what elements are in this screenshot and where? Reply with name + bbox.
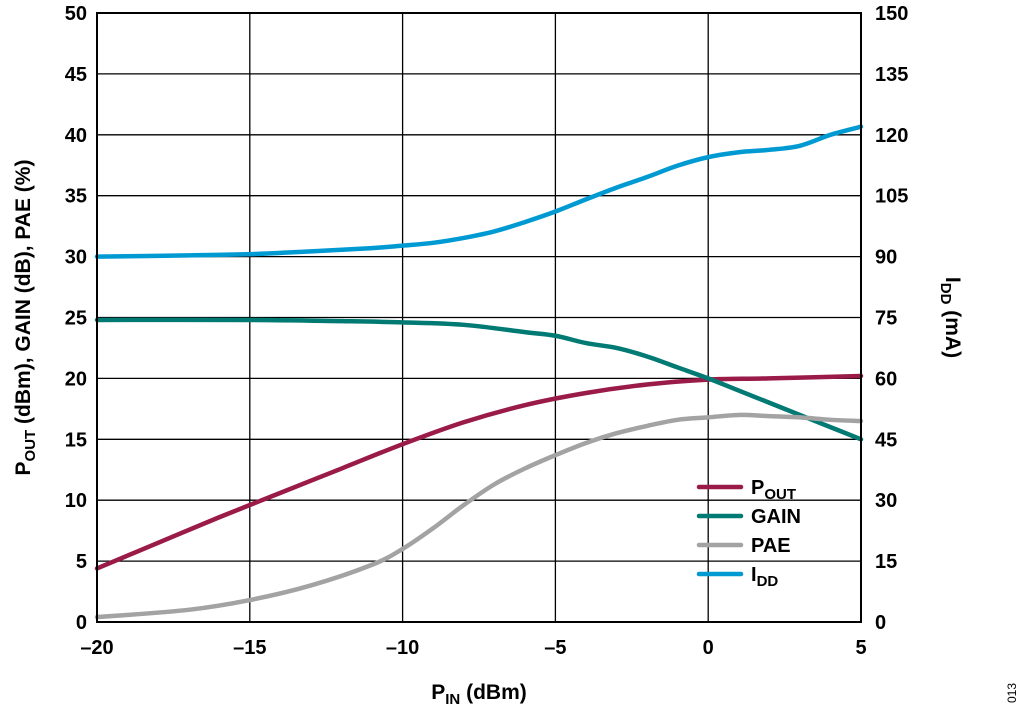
y-left-tick-label: 25	[65, 308, 87, 330]
x-tick-label: –20	[80, 637, 113, 659]
y-left-tick-label: 5	[76, 551, 87, 573]
y-right-tick-label: 30	[875, 490, 897, 512]
plot-frame	[96, 12, 862, 623]
x-tick-label: 0	[703, 637, 714, 659]
x-tick-label: –15	[233, 637, 266, 659]
y-right-tick-label: 15	[875, 551, 897, 573]
legend: POUT GAIN PAE IDD	[696, 477, 801, 590]
y-right-tick-labels: 0 15 30 45 60 75 90 105 120 135 150	[875, 3, 908, 634]
y-left-tick-label: 10	[65, 490, 87, 512]
series-lines	[94, 124, 864, 620]
y-right-tick-label: 150	[875, 3, 908, 25]
y-right-tick-label: 120	[875, 125, 908, 147]
series-line-gain	[94, 317, 864, 442]
y-right-tick-label: 135	[875, 64, 908, 86]
series-line-pout	[94, 373, 864, 571]
y-left-tick-label: 45	[65, 64, 87, 86]
y-right-tick-label: 45	[875, 429, 897, 451]
x-tick-label: –10	[386, 637, 419, 659]
legend-label-gain: GAIN	[751, 506, 801, 528]
legend-label-pae: PAE	[751, 535, 791, 557]
y-left-tick-label: 40	[65, 125, 87, 147]
x-tick-label: –5	[544, 637, 566, 659]
legend-label-pout: POUT	[751, 477, 796, 503]
y-right-tick-label: 60	[875, 368, 897, 390]
series-line-idd	[94, 124, 864, 259]
y-left-tick-label: 35	[65, 186, 87, 208]
y-right-tick-label: 0	[875, 612, 886, 634]
y-right-tick-label: 75	[875, 308, 897, 330]
y-right-tick-label: 90	[875, 247, 897, 269]
y-right-tick-label: 105	[875, 186, 908, 208]
y-right-axis-label: IDD (mA)	[937, 277, 964, 358]
legend-label-idd: IDD	[751, 564, 778, 590]
y-left-tick-labels: 0 5 10 15 20 25 30 35 40 45 50	[65, 3, 87, 634]
y-left-tick-label: 20	[65, 368, 87, 390]
y-left-axis-label: POUT (dBm), GAIN (dB), PAE (%)	[12, 160, 39, 476]
series-line-pae	[94, 412, 864, 620]
y-left-tick-label: 0	[76, 612, 87, 634]
x-tick-labels: –20 –15 –10 –5 0 5	[80, 637, 866, 659]
x-tick-label: 5	[855, 637, 866, 659]
y-left-tick-label: 15	[65, 429, 87, 451]
y-left-tick-label: 30	[65, 247, 87, 269]
y-left-tick-label: 50	[65, 3, 87, 25]
x-axis-label: PIN (dBm)	[431, 681, 527, 708]
axis-labels: PIN (dBm) POUT (dBm), GAIN (dB), PAE (%) I…	[12, 160, 964, 708]
grid-lines	[97, 13, 861, 622]
figure-number: 013	[1005, 683, 1019, 703]
